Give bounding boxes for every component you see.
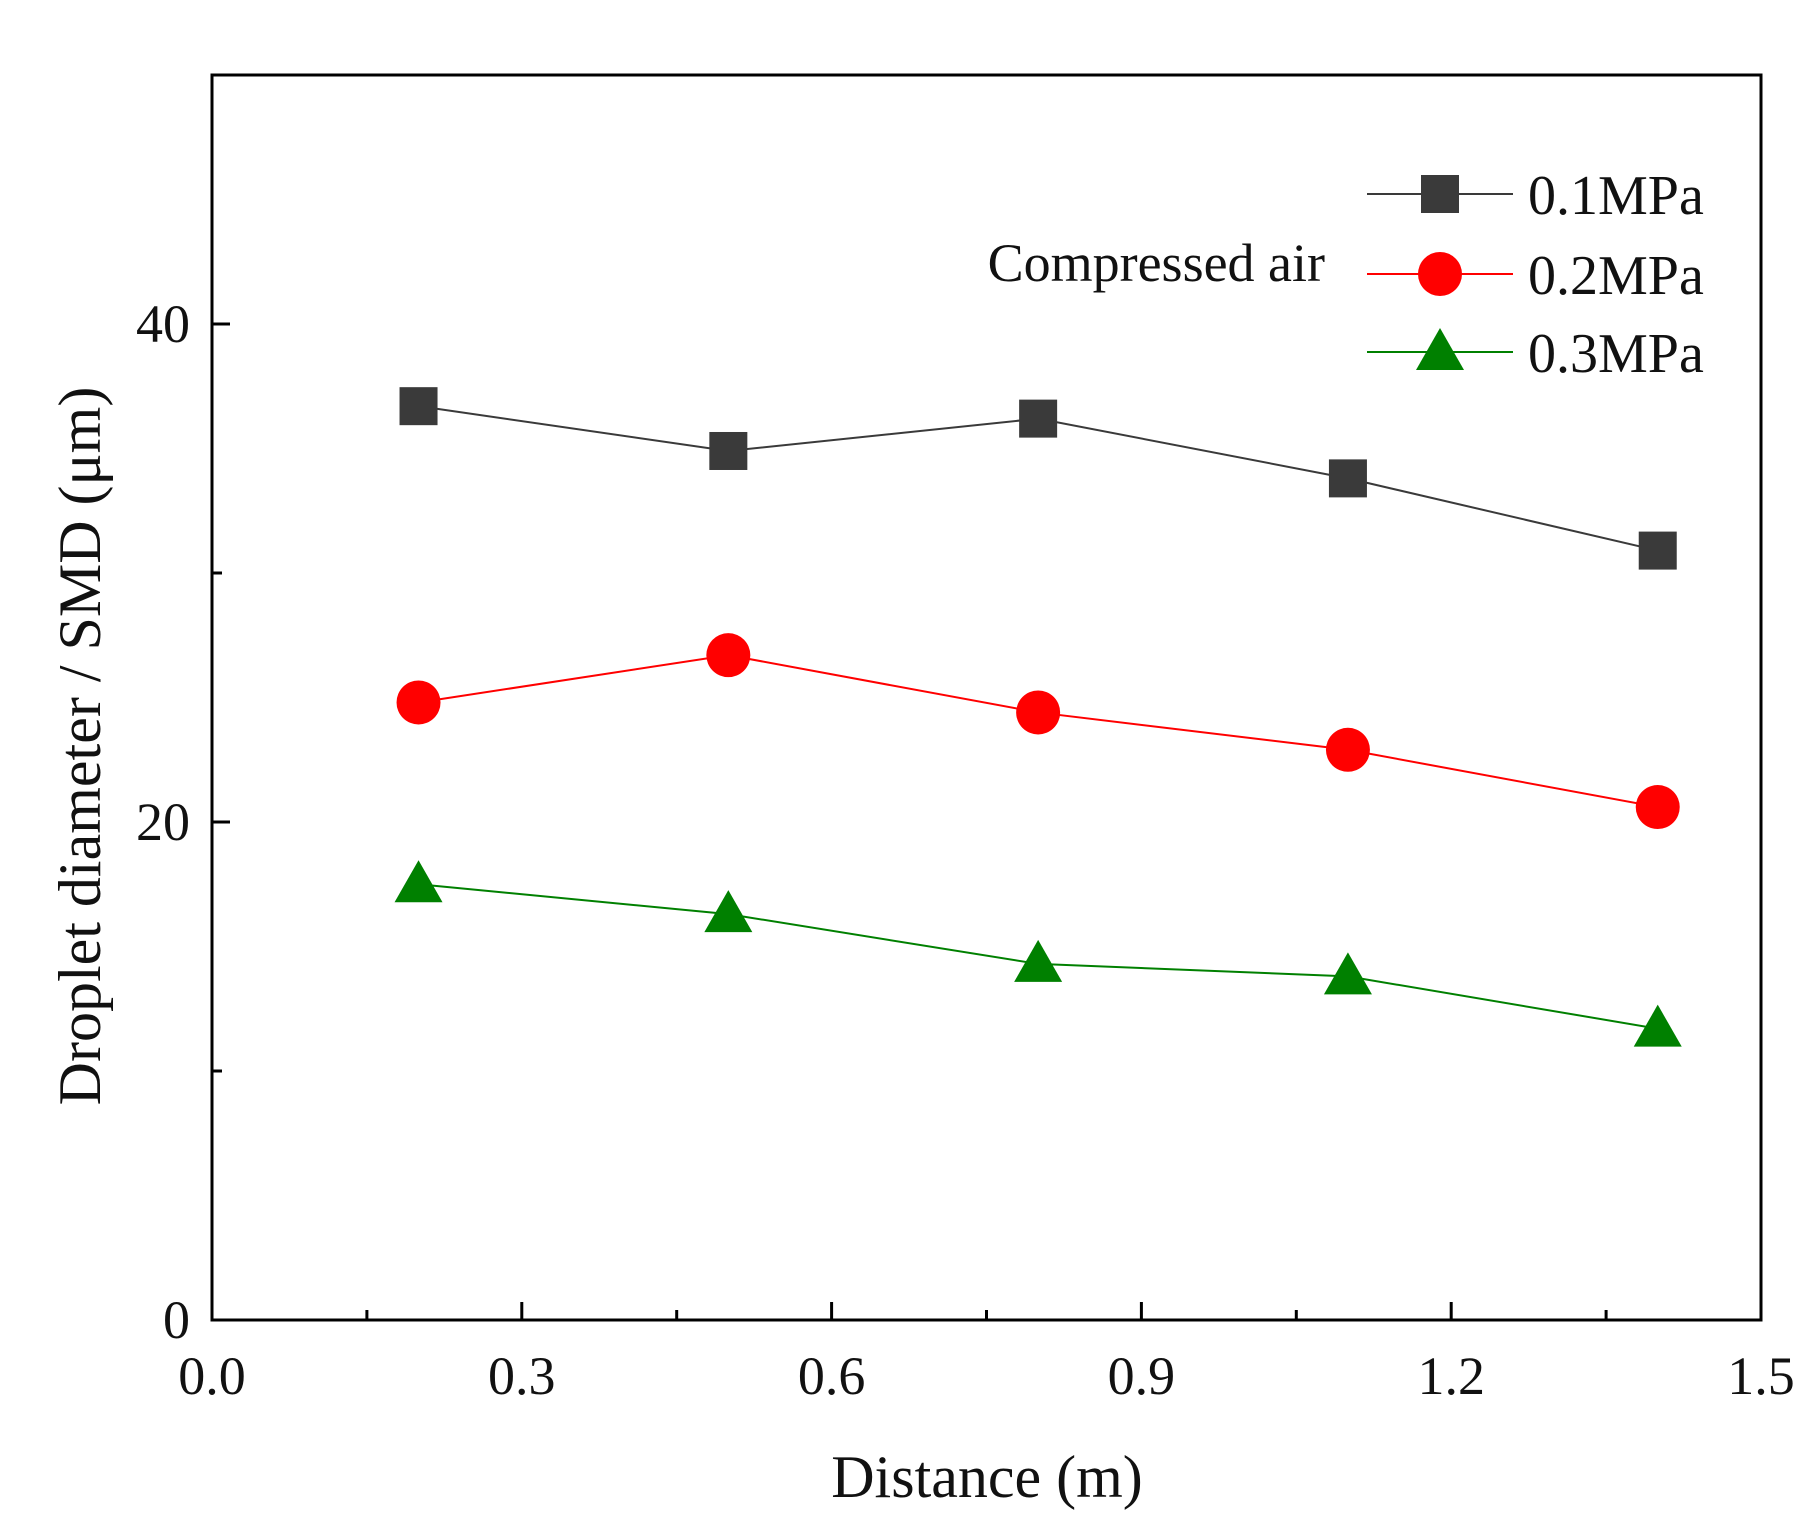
data-point-0-3mpa [1633,1004,1682,1047]
x-tick-label: 1.5 [1727,1346,1795,1406]
data-point-0-3mpa [1323,952,1372,995]
legend-marker-0-2mpa [1418,252,1462,296]
data-point-0-1mpa [399,387,438,426]
data-point-0-3mpa [1014,939,1063,982]
x-tick-label: 0.0 [178,1346,246,1406]
y-tick-label: 0 [163,1290,190,1350]
data-point-0-1mpa [1328,459,1367,498]
data-point-0-2mpa [1325,727,1370,772]
x-tick-label: 0.6 [798,1346,866,1406]
data-point-0-1mpa [1638,531,1677,570]
data-point-0-1mpa [1019,399,1058,438]
data-point-0-2mpa [1635,785,1680,830]
legend-label-0-1mpa: 0.1MPa [1528,165,1704,227]
y-tick-label: 20 [136,792,190,852]
x-tick-label: 1.2 [1417,1346,1485,1406]
x-tick-label: 0.3 [488,1346,556,1406]
data-point-0-2mpa [706,633,751,678]
x-tick-label: 0.9 [1108,1346,1176,1406]
data-point-0-3mpa [704,890,753,933]
data-point-0-1mpa [709,431,748,470]
legend: 0.1MPa 0.2MPa 0.3MPa [1367,165,1704,385]
axis-ticks [210,322,1763,1322]
legend-marker-0-3mpa [1416,328,1464,370]
legend-marker-0-1mpa [1421,175,1459,213]
x-axis-title: Distance (m) [831,1444,1143,1510]
data-point-0-2mpa [1016,690,1061,735]
legend-label-0-3mpa: 0.3MPa [1528,323,1704,385]
data-point-0-2mpa [396,680,441,725]
series-markers [394,387,1682,1047]
y-tick-label: 40 [136,294,190,354]
annotation-compressed-air: Compressed air [988,233,1325,293]
tick-labels: 0.0 0.3 0.6 0.9 1.2 1.5 0 20 40 [136,294,1795,1406]
legend-label-0-2mpa: 0.2MPa [1528,245,1704,307]
data-point-0-3mpa [394,860,443,903]
y-axis-title: Droplet diameter / SMD (μm) [47,387,113,1106]
